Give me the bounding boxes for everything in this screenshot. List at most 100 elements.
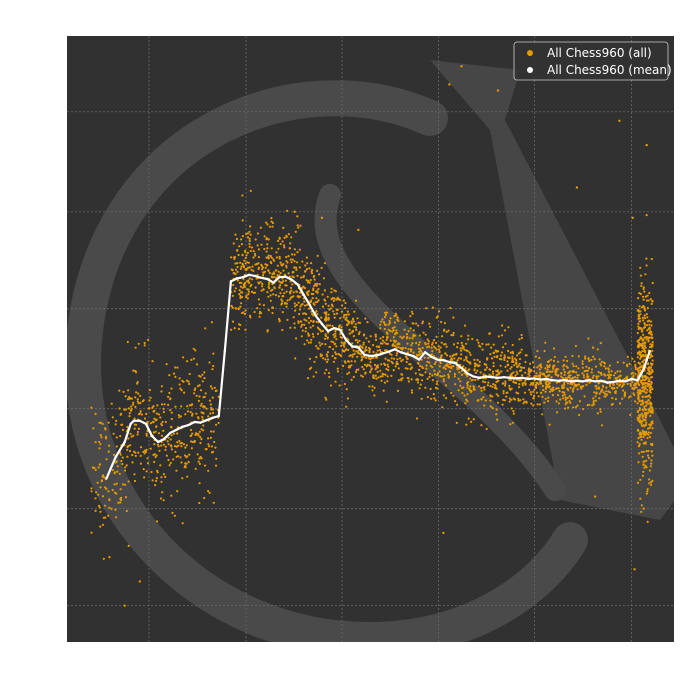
scatter-point — [115, 460, 118, 463]
scatter-point — [121, 428, 125, 431]
scatter-point — [379, 369, 382, 372]
scatter-point — [431, 374, 434, 377]
scatter-point — [391, 330, 394, 333]
scatter-point — [525, 401, 528, 404]
scatter-point — [208, 491, 211, 494]
scatter-point — [428, 375, 431, 378]
scatter-point — [640, 510, 643, 513]
scatter-point — [389, 352, 392, 355]
scatter-point — [367, 346, 371, 350]
scatter-point — [642, 286, 645, 289]
scatter-point — [137, 451, 140, 454]
scatter-point — [551, 370, 554, 373]
scatter-point — [489, 368, 492, 371]
scatter-point — [460, 373, 464, 376]
scatter-point — [353, 352, 356, 355]
scatter-point — [510, 387, 513, 390]
mean-point — [144, 422, 148, 426]
scatter-point — [535, 372, 538, 375]
scatter-point — [288, 247, 291, 250]
scatter-point — [639, 413, 642, 417]
scatter-point — [619, 370, 622, 373]
scatter-point — [528, 374, 531, 377]
scatter-point — [335, 345, 338, 348]
scatter-point — [343, 314, 346, 317]
scatter-point — [296, 224, 299, 227]
scatter-point — [298, 266, 301, 269]
scatter-point — [564, 407, 567, 410]
scatter-point — [239, 323, 242, 327]
scatter-point — [651, 355, 654, 358]
scatter-point — [240, 238, 243, 241]
scatter-point — [639, 266, 642, 269]
scatter-point — [213, 440, 216, 444]
scatter-point — [397, 379, 400, 382]
scatter-point — [438, 365, 441, 368]
scatter-point — [333, 313, 336, 316]
scatter-point — [333, 297, 336, 300]
scatter-point — [563, 381, 566, 385]
scatter-point — [283, 273, 287, 276]
scatter-point — [241, 253, 244, 256]
scatter-point — [291, 283, 294, 286]
scatter-point — [210, 321, 213, 324]
scatter-point — [474, 379, 477, 382]
scatter-point — [606, 393, 609, 396]
scatter-point — [139, 394, 142, 397]
scatter-point — [636, 351, 640, 354]
scatter-point — [558, 390, 561, 393]
scatter-point — [405, 360, 408, 364]
scatter-point — [403, 320, 406, 323]
scatter-point — [112, 432, 115, 435]
scatter-point — [420, 358, 423, 361]
scatter-point — [272, 258, 275, 261]
scatter-point — [431, 366, 434, 369]
scatter-point — [361, 346, 364, 350]
scatter-point — [329, 307, 332, 310]
scatter-point — [641, 364, 644, 367]
scatter-point — [578, 413, 581, 417]
scatter-point — [208, 399, 211, 402]
scatter-point — [140, 413, 143, 416]
scatter-point — [566, 387, 569, 390]
scatter-point — [521, 382, 524, 385]
scatter-point — [533, 366, 536, 369]
scatter-point — [606, 373, 610, 377]
scatter-point — [180, 445, 183, 448]
scatter-point — [208, 445, 211, 448]
scatter-point — [285, 290, 288, 293]
scatter-point — [186, 405, 189, 408]
scatter-point — [142, 450, 145, 453]
mean-point — [430, 355, 433, 358]
scatter-point — [130, 435, 133, 438]
mean-point — [223, 349, 227, 353]
scatter-point — [296, 215, 299, 218]
scatter-point — [368, 364, 371, 367]
scatter-point — [651, 388, 654, 391]
scatter-point — [649, 431, 652, 435]
scatter-point — [642, 359, 645, 362]
scatter-point — [160, 390, 163, 393]
scatter-point — [210, 406, 213, 409]
scatter-point — [456, 342, 459, 345]
scatter-point — [638, 443, 641, 446]
scatter-point — [287, 255, 290, 258]
mean-point — [405, 352, 409, 356]
scatter-point — [315, 356, 318, 359]
scatter-point — [498, 371, 501, 374]
scatter-point — [552, 359, 556, 362]
scatter-point — [298, 291, 302, 294]
scatter-point — [198, 501, 201, 505]
scatter-point — [516, 354, 519, 357]
scatter-point — [136, 433, 139, 436]
scatter-point — [278, 237, 281, 240]
scatter-point — [207, 489, 210, 493]
scatter-point — [546, 400, 550, 403]
scatter-point — [354, 299, 358, 302]
scatter-point — [118, 389, 121, 392]
scatter-point — [293, 248, 296, 251]
scatter-point — [201, 405, 205, 408]
scatter-point — [623, 393, 626, 396]
scatter-point — [261, 282, 264, 286]
scatter-point — [281, 311, 284, 314]
